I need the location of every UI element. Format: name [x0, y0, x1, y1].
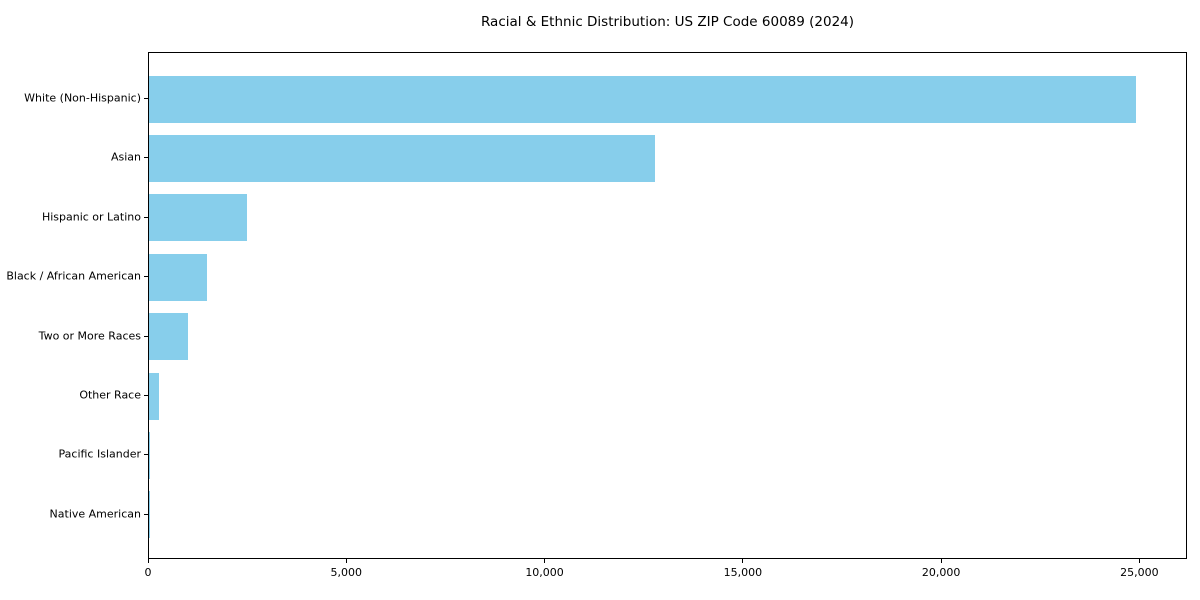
y-axis-label: Other Race — [79, 388, 141, 402]
y-axis-label: White (Non-Hispanic) — [24, 91, 141, 105]
y-tick-mark — [144, 157, 148, 159]
x-tick-mark — [1138, 559, 1140, 563]
x-tick-label: 25,000 — [1120, 566, 1159, 579]
x-tick-label: 10,000 — [525, 566, 564, 579]
bar — [149, 253, 207, 301]
bar — [149, 313, 188, 361]
plot-area — [148, 52, 1187, 559]
y-axis-label: Hispanic or Latino — [41, 210, 141, 224]
y-tick-mark — [144, 98, 148, 99]
y-axis-label: Two or More Races — [38, 329, 141, 343]
y-tick-mark — [144, 276, 148, 278]
x-tick-label: 20,000 — [921, 566, 961, 579]
bar — [149, 194, 247, 242]
y-tick-mark — [144, 395, 148, 396]
bar — [149, 75, 1137, 123]
y-axis-label: Black / African American — [6, 269, 141, 283]
y-axis-label: Native American — [49, 507, 141, 521]
chart-title: Racial & Ethnic Distribution: US ZIP Cod… — [480, 14, 855, 30]
x-tick-label: 15,000 — [723, 566, 763, 579]
y-axis-label: Pacific Islander — [58, 447, 141, 461]
y-tick-mark — [144, 454, 148, 456]
x-tick-mark — [345, 559, 347, 563]
bar — [149, 372, 159, 420]
x-tick-label: 5,000 — [330, 566, 363, 579]
x-tick-mark — [544, 559, 546, 563]
y-tick-mark — [144, 513, 148, 515]
bar — [149, 431, 150, 479]
y-tick-mark — [144, 216, 148, 218]
y-axis-label: Asian — [110, 150, 141, 164]
y-tick-mark — [144, 335, 148, 337]
bar — [149, 134, 655, 182]
x-tick-mark — [940, 559, 942, 563]
x-tick-label: 0 — [144, 566, 152, 579]
x-tick-mark — [742, 559, 744, 563]
x-tick-mark — [147, 559, 149, 563]
